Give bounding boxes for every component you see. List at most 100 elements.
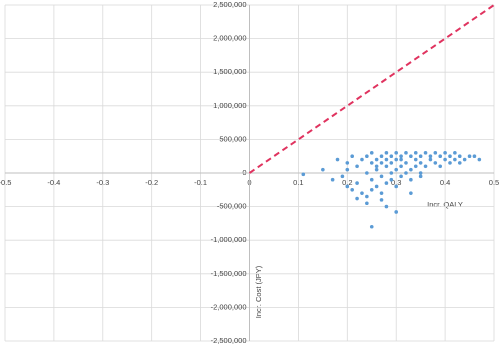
scatter-point <box>413 151 418 155</box>
scatter-point <box>399 157 403 162</box>
y-tick-label: 0 <box>242 168 246 177</box>
scatter-point <box>379 198 384 202</box>
scatter-point <box>384 157 389 162</box>
scatter-point <box>433 151 438 155</box>
scatter-point <box>360 157 364 162</box>
scatter-point <box>457 161 462 165</box>
scatter-point <box>369 177 374 182</box>
scatter-point <box>345 167 350 172</box>
scatter-point <box>389 171 394 175</box>
scatter-point <box>374 184 379 189</box>
x-tick-label: 0.5 <box>489 178 499 187</box>
scatter-point <box>384 204 389 209</box>
scatter-point <box>433 161 438 165</box>
scatter-point <box>409 177 413 182</box>
scatter-point <box>462 157 467 162</box>
scatter-point <box>355 181 359 185</box>
scatter-point <box>404 151 408 155</box>
y-tick-label: -2,000,000 <box>211 302 247 311</box>
x-tick-label: 0.3 <box>391 178 401 187</box>
scatter-point <box>369 188 374 192</box>
scatter-point <box>374 164 379 169</box>
scatter-point <box>389 177 394 182</box>
scatter-point <box>413 157 418 162</box>
scatter-point <box>335 157 340 162</box>
x-tick-label: 0.2 <box>342 178 352 187</box>
scatter-point <box>423 164 428 169</box>
scatter-point <box>365 171 369 175</box>
y-tick-label: -2,500,000 <box>211 336 247 345</box>
y-tick-label: -1,500,000 <box>211 269 247 278</box>
scatter-point <box>379 154 384 158</box>
scatter-point <box>301 172 306 177</box>
scatter-point <box>374 157 379 162</box>
scatter-point <box>365 194 369 199</box>
scatter-point <box>399 174 403 179</box>
scatter-point <box>418 161 423 165</box>
scatter-point <box>428 157 433 162</box>
scatter-point <box>355 164 359 169</box>
scatter-point <box>369 161 374 165</box>
scatter-point <box>453 151 457 155</box>
x-tick-label: 0.1 <box>293 178 303 187</box>
scatter-point <box>453 157 457 162</box>
scatter-point <box>374 167 379 172</box>
y-tick-label: 2,000,000 <box>213 34 246 43</box>
scatter-point <box>472 154 477 158</box>
scatter-point <box>394 167 399 172</box>
scatter-point <box>477 157 482 162</box>
scatter-point <box>384 181 389 185</box>
y-tick-label: 1,000,000 <box>213 101 246 110</box>
threshold-line <box>248 4 495 174</box>
scatter-point <box>340 174 345 179</box>
x-tick-label: -0.5 <box>0 178 11 187</box>
scatter-point <box>457 154 462 158</box>
scatter-point <box>369 224 374 229</box>
y-tick-label: 1,500,000 <box>213 67 246 76</box>
scatter-point <box>389 154 394 158</box>
scatter-point <box>448 154 452 158</box>
y-tick-label: 2,500,000 <box>213 0 246 9</box>
scatter-point <box>345 161 350 165</box>
scatter-point <box>409 167 413 172</box>
scatter-point <box>394 151 399 155</box>
scatter-point <box>399 154 403 158</box>
scatter-point <box>438 164 443 169</box>
x-tick-label: -0.1 <box>194 178 207 187</box>
scatter-point <box>404 171 408 175</box>
scatter-point <box>404 161 408 165</box>
scatter-point <box>330 177 335 182</box>
y-tick-label: -1,000,000 <box>211 235 247 244</box>
scatter-point <box>438 154 443 158</box>
scatter-point <box>443 151 447 155</box>
scatter-point <box>365 201 369 206</box>
scatter-point <box>350 188 354 192</box>
scatter-point <box>350 154 354 158</box>
scatter-point <box>394 157 399 162</box>
scatter-point <box>394 184 399 189</box>
scatter-point <box>384 151 389 155</box>
x-tick-label: -0.3 <box>96 178 109 187</box>
scatter-point <box>448 161 452 165</box>
scatter-point <box>384 164 389 169</box>
scatter-point <box>409 154 413 158</box>
scatter-point <box>413 164 418 169</box>
y-tick-label: -500,000 <box>217 202 247 211</box>
scatter-point <box>428 154 433 158</box>
scatter-point <box>365 154 369 158</box>
scatter-point <box>360 191 364 195</box>
scatter-point <box>467 154 472 158</box>
x-tick-label: 0.4 <box>440 178 450 187</box>
scatter-point <box>409 191 413 195</box>
y-axis-label: Incr. Cost (JPY) <box>254 265 263 318</box>
y-tick-label: 500,000 <box>219 134 246 143</box>
scatter-point <box>321 167 325 172</box>
x-tick-label: -0.4 <box>47 178 60 187</box>
scatter-point <box>379 174 384 179</box>
scatter-point <box>345 184 350 189</box>
scatter-point <box>418 171 423 175</box>
scatter-point <box>418 154 423 158</box>
scatter-point <box>443 157 447 162</box>
scatter-point <box>369 151 374 155</box>
scatter-point <box>355 196 359 201</box>
